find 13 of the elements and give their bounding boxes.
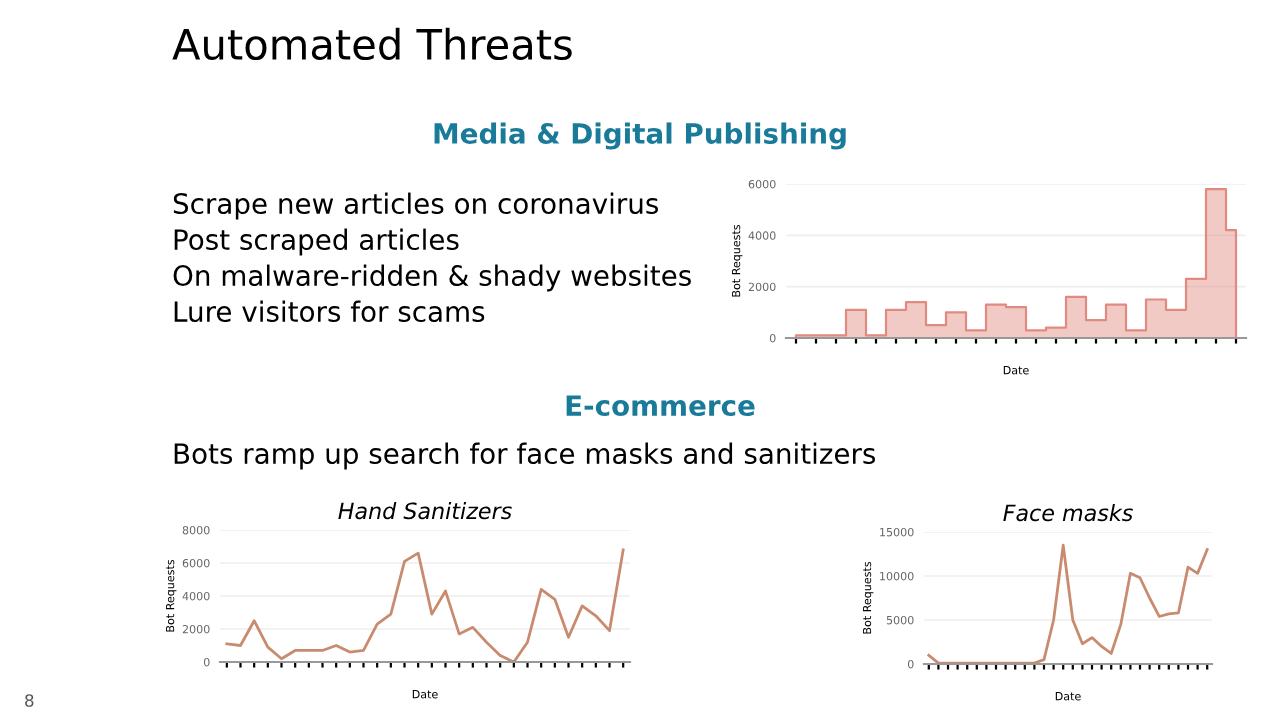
text: Scrape new articles on coronavirus (173, 192, 658, 220)
text: Post scraped articles (174, 228, 459, 256)
text: Automated Threats (172, 27, 572, 61)
chart-title: Hand Sanitizers (338, 502, 512, 520)
line-series (225, 548, 625, 662)
text: Lure visitors for scams (174, 300, 485, 323)
text: Media & Digital Publishing (434, 122, 846, 150)
line-series (927, 543, 1209, 664)
text: On malware-ridden & shady websites (173, 264, 691, 292)
text: 8 (25, 694, 34, 707)
text: E-commerce (566, 395, 755, 417)
chart-title: Face masks (1003, 504, 1133, 522)
text: Bots ramp up search for face masks and sanitizers (174, 442, 876, 470)
